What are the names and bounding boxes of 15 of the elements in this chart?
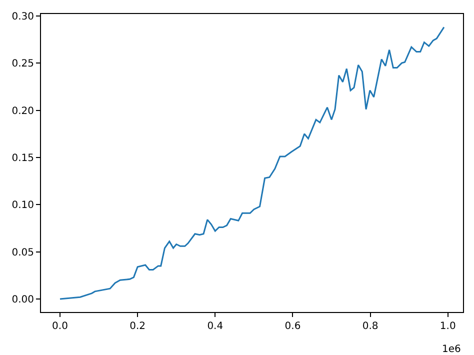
text: 1e6 <box>442 344 461 355</box>
x-tick-label: 0.4 <box>207 321 224 332</box>
y-tick-label: 0.20 <box>12 106 34 117</box>
y-tick-label: 0.00 <box>12 294 34 306</box>
y-tick-label: 0.10 <box>12 200 34 212</box>
y-tick-label: 0.05 <box>12 247 34 258</box>
y-tick-label: 0.30 <box>12 11 34 22</box>
line-series <box>59 26 445 300</box>
x-tick-label: 0.8 <box>362 321 378 332</box>
x-tick-label: 0.2 <box>130 321 146 332</box>
x-tick-label: 0.0 <box>52 321 68 332</box>
x-tick-label: 1.0 <box>440 321 456 332</box>
y-tick-label: 0.25 <box>12 58 34 70</box>
x-tick-label: 0.6 <box>284 321 301 332</box>
y-tick-label: 0.15 <box>12 152 34 164</box>
